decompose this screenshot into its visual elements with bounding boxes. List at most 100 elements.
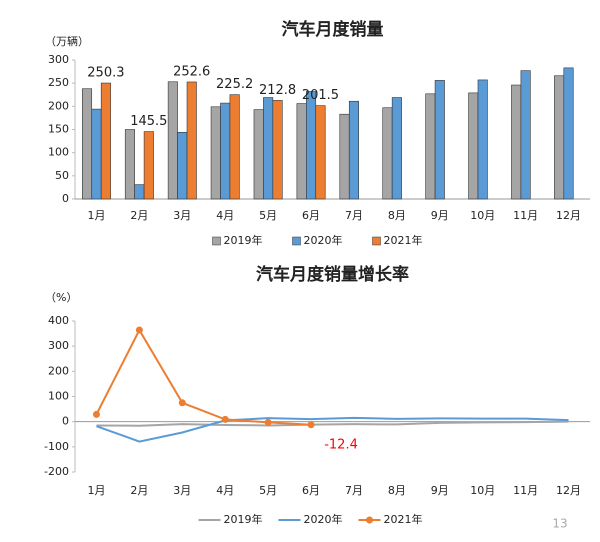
bar xyxy=(315,105,326,200)
page-number: 13 xyxy=(552,517,567,531)
legend-label: 2021年 xyxy=(384,512,423,526)
x-tick-label: 1月 xyxy=(87,484,105,497)
bar xyxy=(425,93,436,200)
bar xyxy=(177,131,188,200)
y-unit: （%） xyxy=(45,291,77,304)
y-tick-label: -200 xyxy=(44,465,69,478)
bar xyxy=(167,81,178,200)
bar xyxy=(91,108,102,200)
bar xyxy=(186,81,197,200)
bar xyxy=(563,67,574,200)
x-tick-label: 11月 xyxy=(513,484,538,497)
y-tick-label: 200 xyxy=(48,364,69,377)
marker xyxy=(135,326,143,334)
line xyxy=(96,420,569,427)
x-tick-label: 2月 xyxy=(130,209,148,222)
bar xyxy=(554,75,565,200)
data-label: 201.5 xyxy=(302,88,339,103)
data-label: 252.6 xyxy=(173,64,210,79)
legend-swatch xyxy=(212,236,221,246)
bar xyxy=(220,102,231,200)
x-tick-label: 5月 xyxy=(259,209,277,222)
bar xyxy=(348,100,359,200)
bar xyxy=(272,100,283,200)
y-tick-label: 200 xyxy=(48,99,69,112)
x-tick-label: 10月 xyxy=(470,209,495,222)
y-tick-label: 150 xyxy=(48,123,69,136)
x-tick-label: 3月 xyxy=(173,209,191,222)
legend-label: 2020年 xyxy=(304,512,343,526)
x-tick-label: 4月 xyxy=(216,484,234,497)
marker xyxy=(264,418,272,426)
chart-title: 汽车月度销量 xyxy=(282,19,384,40)
bar xyxy=(382,107,393,200)
legend-label: 2020年 xyxy=(304,233,343,247)
x-tick-label: 9月 xyxy=(431,484,449,497)
x-tick-label: 5月 xyxy=(259,484,277,497)
data-label: -12.4 xyxy=(324,437,358,452)
x-tick-label: 1月 xyxy=(87,209,105,222)
marker xyxy=(221,415,229,423)
bar xyxy=(134,184,145,200)
bar xyxy=(81,88,93,200)
bar xyxy=(229,94,240,200)
legend-swatch xyxy=(292,236,301,246)
bar xyxy=(391,97,402,200)
x-tick-label: 11月 xyxy=(513,209,538,222)
data-label: 212.8 xyxy=(259,83,296,98)
bar xyxy=(434,80,445,200)
bar xyxy=(263,97,274,200)
y-tick-label: 100 xyxy=(48,146,69,159)
bar xyxy=(210,106,221,200)
y-tick-label: 0 xyxy=(62,192,69,205)
marker xyxy=(178,399,186,407)
x-tick-label: 9月 xyxy=(431,209,449,222)
x-tick-label: 7月 xyxy=(345,484,363,497)
x-tick-label: 4月 xyxy=(216,209,234,222)
bar xyxy=(468,92,479,200)
x-tick-label: 12月 xyxy=(556,484,581,497)
legend-label: 2019年 xyxy=(224,512,263,526)
bar xyxy=(477,79,488,200)
y-tick-label: 0 xyxy=(62,415,69,428)
y-tick-label: -100 xyxy=(44,440,69,453)
x-tick-label: 8月 xyxy=(388,209,406,222)
line xyxy=(96,416,569,443)
y-tick-label: 250 xyxy=(48,76,69,89)
y-tick-label: 50 xyxy=(55,169,69,182)
y-tick-label: 100 xyxy=(48,390,69,403)
bar xyxy=(253,109,264,200)
line xyxy=(95,327,312,426)
marker xyxy=(92,410,100,418)
bar xyxy=(296,103,307,200)
data-label: 225.2 xyxy=(216,77,253,92)
bar xyxy=(520,70,531,200)
bar xyxy=(511,84,522,200)
y-tick-label: 300 xyxy=(48,339,69,352)
data-label: 250.3 xyxy=(87,66,124,81)
legend-label: 2021年 xyxy=(384,233,423,247)
chart-title: 汽车月度销量增长率 xyxy=(256,264,409,285)
bar xyxy=(306,91,317,200)
x-tick-label: 2月 xyxy=(130,484,148,497)
legend-label: 2019年 xyxy=(224,233,263,247)
x-tick-label: 12月 xyxy=(556,209,581,222)
x-tick-label: 8月 xyxy=(388,484,406,497)
legend-swatch xyxy=(372,236,381,246)
data-label: 145.5 xyxy=(130,114,167,129)
bar xyxy=(143,131,154,200)
y-tick-label: 400 xyxy=(48,314,69,327)
bar xyxy=(100,82,111,200)
x-tick-label: 10月 xyxy=(470,484,495,497)
x-tick-label: 6月 xyxy=(302,484,320,497)
y-unit: （万辆） xyxy=(45,34,89,48)
x-tick-label: 6月 xyxy=(302,209,320,222)
x-tick-label: 3月 xyxy=(173,484,191,497)
legend-marker xyxy=(366,516,373,524)
bar xyxy=(124,129,135,200)
x-tick-label: 7月 xyxy=(345,209,363,222)
marker xyxy=(307,421,315,429)
bar xyxy=(339,113,350,200)
y-tick-label: 300 xyxy=(48,53,69,66)
